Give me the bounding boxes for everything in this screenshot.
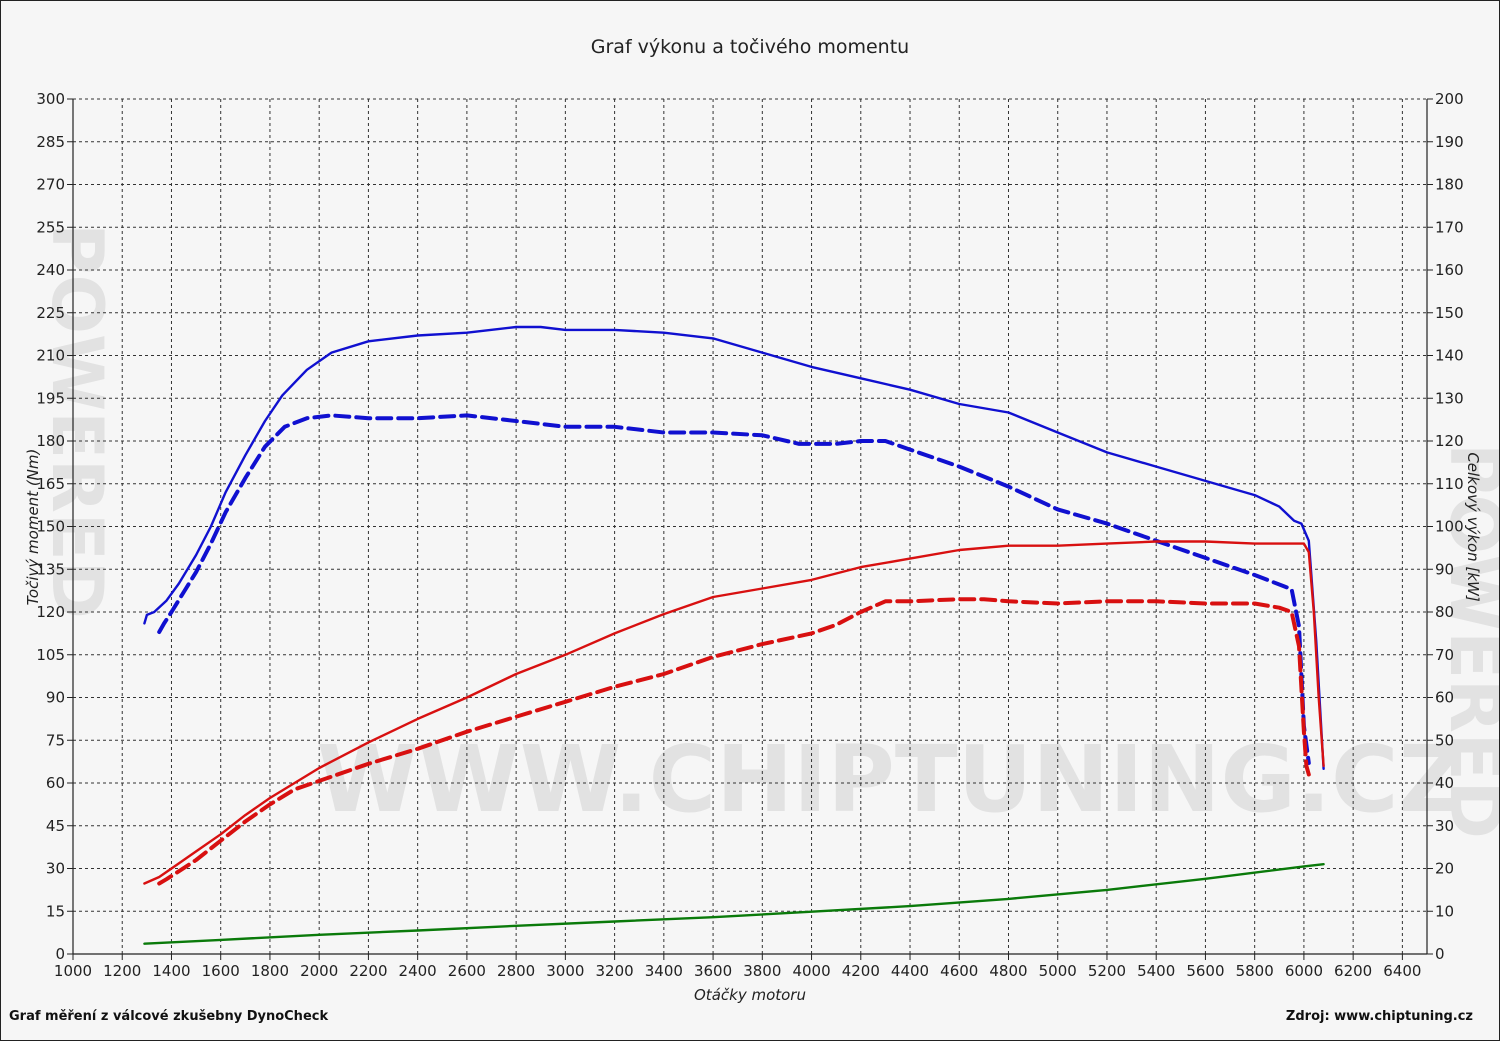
x-tick-label: 4200 — [842, 962, 880, 980]
y-right-tick-label: 50 — [1435, 731, 1454, 749]
y-left-tick-label: 45 — [46, 817, 65, 835]
watermark-text: WWW.CHIPTUNING.CZ — [317, 726, 1465, 833]
y-left-tick-label: 225 — [36, 304, 65, 322]
x-tick-label: 2400 — [399, 962, 437, 980]
y-left-tick-label: 120 — [36, 603, 65, 621]
y-right-tick-label: 20 — [1435, 860, 1454, 878]
y-right-tick-label: 70 — [1435, 646, 1454, 664]
footer-credit: Zdroj: www.chiptuning.cz — [1286, 1009, 1473, 1024]
y-right-tick-label: 40 — [1435, 774, 1454, 792]
y-left-tick-label: 105 — [36, 646, 65, 664]
chart-title: Graf výkonu a točivého momentu — [591, 36, 909, 58]
y-left-tick-label: 30 — [46, 860, 65, 878]
watermark-side-right: POWERED — [1434, 443, 1499, 839]
x-tick-label: 5600 — [1186, 962, 1224, 980]
x-tick-label: 2800 — [497, 962, 535, 980]
y-right-tick-label: 180 — [1435, 176, 1464, 194]
x-tick-label: 1800 — [251, 962, 289, 980]
y-left-tick-label: 195 — [36, 389, 65, 407]
x-tick-label: 5200 — [1088, 962, 1126, 980]
series-line-torque-stock — [157, 413, 1311, 765]
watermark-layer: WWW.CHIPTUNING.CZ POWERED POWERED — [36, 223, 1499, 839]
y-left-tick-label: 150 — [36, 518, 65, 536]
x-tick-label: 6000 — [1285, 962, 1323, 980]
x-tick-label: 3000 — [546, 962, 584, 980]
y-left-tick-label: 75 — [46, 731, 65, 749]
x-tick-label: 5400 — [1137, 962, 1175, 980]
y-left-tick-label: 60 — [46, 774, 65, 792]
x-tick-label: 4000 — [792, 962, 830, 980]
x-tick-label: 4400 — [891, 962, 929, 980]
y-left-tick-label: 0 — [55, 945, 65, 963]
y-right-tick-label: 150 — [1435, 304, 1464, 322]
x-tick-label: 3400 — [645, 962, 683, 980]
x-tick-label: 6200 — [1334, 962, 1372, 980]
y-right-tick-label: 130 — [1435, 389, 1464, 407]
x-axis-label: Otáčky motoru — [694, 986, 806, 1004]
axes: 1000 1200 1400 1600 1800 2000 2200 2400 2600 2800… — [36, 90, 1463, 980]
x-tick-label: 4800 — [989, 962, 1027, 980]
x-tick-label: 3800 — [743, 962, 781, 980]
y-right-tick-label: 80 — [1435, 603, 1454, 621]
x-tick-label: 2200 — [349, 962, 387, 980]
y-left-tick-label: 210 — [36, 347, 65, 365]
y-axis-right-label: Celkový výkon [kW] — [1464, 452, 1482, 602]
y-left-tick-label: 255 — [36, 218, 65, 236]
x-tick-label: 3600 — [694, 962, 732, 980]
x-tick-label: 5000 — [1039, 962, 1077, 980]
x-tick-label: 3200 — [596, 962, 634, 980]
footer-source-note: Graf měření z válcové zkušebny DynoCheck — [9, 1009, 328, 1024]
y-left-tick-label: 240 — [36, 261, 65, 279]
y-right-tick-label: 190 — [1435, 133, 1464, 151]
y-left-tick-label: 300 — [36, 90, 65, 108]
x-tick-label: 1000 — [54, 962, 92, 980]
y-right-tick-label: 110 — [1435, 475, 1464, 493]
series-layer — [143, 325, 1325, 945]
series-line-torque-tuned — [143, 325, 1325, 770]
y-right-tick-label: 140 — [1435, 347, 1464, 365]
y-right-tick-label: 120 — [1435, 432, 1464, 450]
x-tick-label: 6400 — [1383, 962, 1421, 980]
y-right-tick-label: 10 — [1435, 902, 1454, 920]
x-tick-label: 1400 — [152, 962, 190, 980]
y-axis-left-label: Točivý moment (Nm) — [24, 449, 42, 606]
series-line-losses — [143, 863, 1325, 945]
y-right-tick-label: 160 — [1435, 261, 1464, 279]
y-right-tick-label: 90 — [1435, 560, 1454, 578]
y-right-tick-label: 200 — [1435, 90, 1464, 108]
x-tick-label: 5800 — [1236, 962, 1274, 980]
x-tick-label: 4600 — [940, 962, 978, 980]
y-right-tick-label: 30 — [1435, 817, 1454, 835]
x-tick-label: 2000 — [300, 962, 338, 980]
y-left-tick-label: 270 — [36, 176, 65, 194]
series-line-power-stock — [157, 597, 1311, 886]
y-left-tick-label: 165 — [36, 475, 65, 493]
watermark-side-left: POWERED — [36, 223, 118, 619]
y-left-tick-label: 180 — [36, 432, 65, 450]
y-left-tick-label: 90 — [46, 689, 65, 707]
grid — [73, 98, 1428, 954]
y-left-tick-label: 15 — [46, 902, 65, 920]
y-left-tick-label: 285 — [36, 133, 65, 151]
y-left-tick-label: 135 — [36, 560, 65, 578]
y-right-tick-label: 170 — [1435, 218, 1464, 236]
y-right-tick-label: 60 — [1435, 689, 1454, 707]
y-right-tick-label: 100 — [1435, 518, 1464, 536]
x-tick-label: 1600 — [202, 962, 240, 980]
x-tick-label: 1200 — [103, 962, 141, 980]
series-line-power-tuned — [143, 540, 1325, 885]
x-tick-label: 2600 — [448, 962, 486, 980]
y-right-tick-label: 0 — [1435, 945, 1445, 963]
